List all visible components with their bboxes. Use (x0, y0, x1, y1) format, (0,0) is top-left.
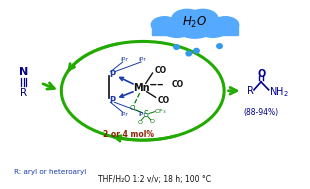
Circle shape (160, 17, 193, 37)
Text: CO: CO (155, 66, 167, 75)
Circle shape (172, 9, 202, 28)
Text: iPr: iPr (139, 57, 147, 62)
Text: R: aryl or heteroaryl: R: aryl or heteroaryl (14, 169, 86, 175)
Text: O: O (129, 105, 135, 112)
Text: O: O (149, 119, 154, 124)
Circle shape (151, 17, 178, 33)
Ellipse shape (186, 51, 192, 56)
Circle shape (174, 13, 216, 38)
Text: iPr: iPr (120, 57, 128, 62)
Text: $H_2O$: $H_2O$ (182, 15, 207, 30)
Ellipse shape (194, 48, 199, 53)
Text: iPr: iPr (139, 112, 147, 118)
Text: O: O (258, 69, 266, 79)
Text: CO: CO (157, 96, 169, 105)
Text: CF$_3$: CF$_3$ (154, 107, 167, 116)
Ellipse shape (217, 44, 222, 48)
Circle shape (212, 17, 239, 33)
Text: P: P (109, 96, 115, 105)
Text: THF/H₂O 1:2 v/v; 18 h; 100 °C: THF/H₂O 1:2 v/v; 18 h; 100 °C (99, 175, 211, 184)
Text: NH$_2$: NH$_2$ (269, 85, 289, 99)
Text: S: S (144, 111, 148, 119)
Text: O: O (137, 120, 142, 125)
Circle shape (196, 17, 229, 37)
Circle shape (188, 9, 218, 28)
Ellipse shape (174, 45, 179, 49)
Text: iPr: iPr (120, 112, 128, 118)
Text: CO: CO (172, 80, 184, 89)
Text: P: P (109, 70, 115, 78)
Text: N: N (19, 67, 28, 77)
Text: Mn: Mn (133, 83, 149, 93)
Text: (88-94%): (88-94%) (243, 108, 279, 117)
Text: R: R (247, 86, 254, 96)
Bar (152, 24, 238, 35)
Text: 2 or 4 mol%: 2 or 4 mol% (104, 130, 154, 139)
Text: R: R (20, 88, 27, 98)
